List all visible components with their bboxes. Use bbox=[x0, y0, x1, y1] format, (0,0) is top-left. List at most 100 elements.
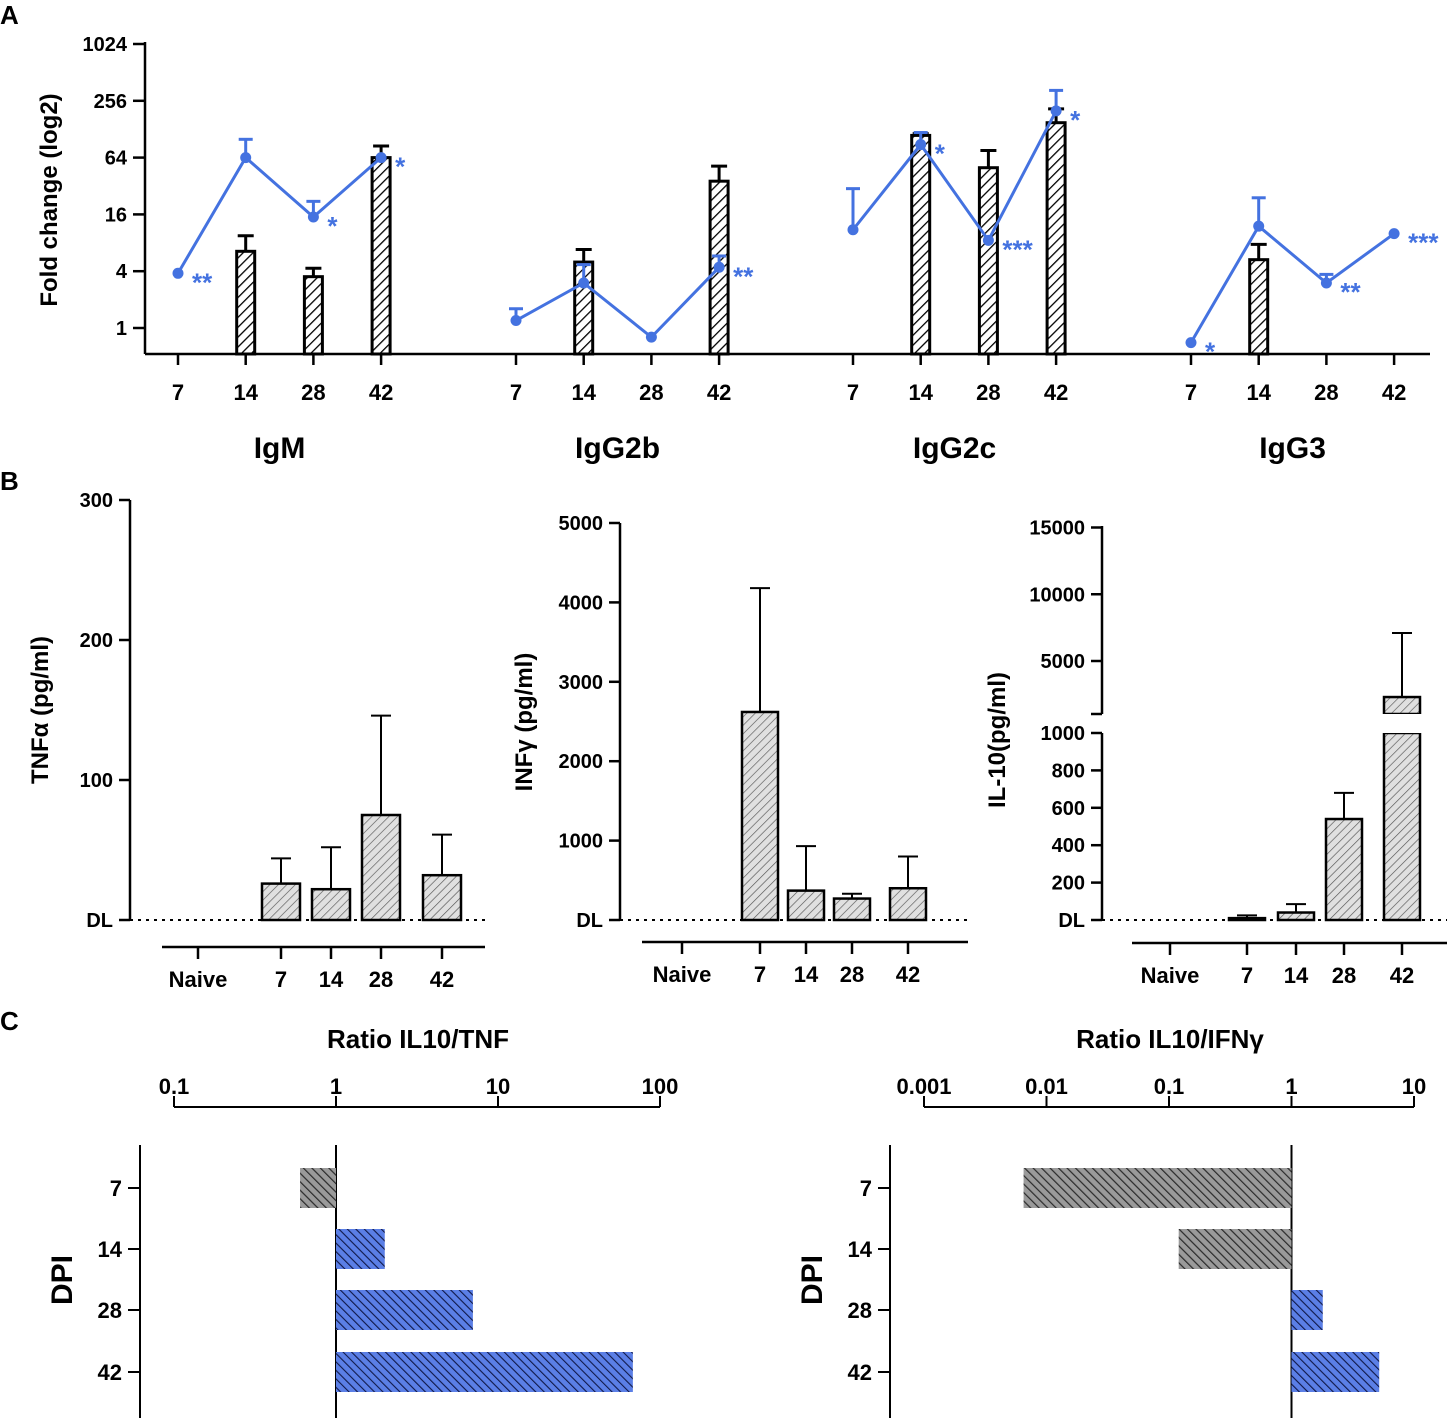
a-bar bbox=[910, 133, 932, 356]
b3-bar-lower bbox=[1382, 731, 1422, 922]
a-series-point bbox=[510, 315, 522, 327]
b-y-tick-label: 300 bbox=[80, 490, 113, 512]
a-significance-mark: * bbox=[395, 152, 406, 182]
a-x-tick-label: 7 bbox=[510, 380, 522, 405]
panel-c-ratio-il10-ifn: Ratio IL10/IFNγ 0.001 0.01 0.1 1 10 DPI 7 14 28 42 bbox=[796, 1024, 1426, 1418]
b-bar bbox=[740, 710, 780, 922]
b-x-tick-label: 28 bbox=[840, 962, 864, 987]
b3-y-tick-label: 10000 bbox=[1029, 584, 1085, 606]
b-bar bbox=[260, 882, 302, 922]
a-bar bbox=[235, 249, 257, 356]
a-x-tick-label: 7 bbox=[847, 380, 859, 405]
a-y-tick-label: 4 bbox=[116, 261, 128, 283]
b3-y-tick-label: 600 bbox=[1052, 798, 1085, 820]
c-x-tick-label: 0.001 bbox=[896, 1074, 951, 1099]
a-x-tick-label: 7 bbox=[1185, 380, 1197, 405]
b-y-tick-label: 4000 bbox=[559, 592, 604, 614]
c-y-tick-label: 42 bbox=[98, 1360, 122, 1385]
b-x-tick-label: 7 bbox=[275, 967, 287, 992]
b3-y-tick-label: 5000 bbox=[1041, 651, 1086, 673]
a-group-label-igg2c: IgG2c bbox=[913, 432, 996, 465]
b-x-tick-label: 28 bbox=[369, 967, 393, 992]
b-x-tick-label: 42 bbox=[430, 967, 454, 992]
b-bar bbox=[786, 889, 826, 922]
a-y-tick-label: 256 bbox=[94, 91, 127, 113]
a-series-point bbox=[847, 224, 859, 236]
c-x-tick-label: 100 bbox=[642, 1074, 679, 1099]
a-series-point bbox=[172, 267, 184, 279]
a-y-tick-label: 1 bbox=[116, 318, 127, 340]
a-x-tick-label: 7 bbox=[172, 380, 184, 405]
a-significance-mark: ** bbox=[192, 267, 213, 297]
panel-label-a: A bbox=[0, 0, 19, 30]
panel-b-il10-chart: 1000 800 600 400 200 DL 15000 10000 5000 IL-10(pg… bbox=[984, 518, 1447, 988]
c-x-tick-label: 0.1 bbox=[159, 1074, 190, 1099]
a-series-point bbox=[1050, 105, 1062, 117]
b-y-tick-label: DL bbox=[86, 910, 113, 932]
a-series-line-igg3 bbox=[1189, 223, 1395, 344]
b-bar bbox=[421, 873, 463, 922]
a-x-tick-label: 28 bbox=[639, 380, 663, 405]
c-bar bbox=[1023, 1168, 1292, 1208]
c-bar bbox=[1178, 1229, 1292, 1269]
b-y-tick-label: 200 bbox=[80, 630, 113, 652]
b-bar bbox=[888, 886, 928, 922]
b-bar bbox=[832, 897, 872, 922]
a-series-line-igg2c bbox=[851, 110, 1058, 244]
a-y-tick-label: 64 bbox=[105, 148, 128, 170]
a-y-tick-label: 1024 bbox=[83, 34, 128, 56]
c-x-tick-label: 0.1 bbox=[1154, 1074, 1185, 1099]
b-x-tick-label: Naive bbox=[653, 962, 712, 987]
a-y-axis-title: Fold change (log2) bbox=[36, 93, 63, 306]
b3-x-tick-label: 7 bbox=[1241, 963, 1253, 988]
a-x-tick-label: 42 bbox=[707, 380, 731, 405]
a-bar bbox=[370, 156, 392, 356]
a-x-tick-label: 42 bbox=[369, 380, 393, 405]
panel-label-c: C bbox=[0, 1006, 19, 1036]
a-bar bbox=[302, 275, 324, 356]
a-bar bbox=[1045, 121, 1067, 356]
b-y-tick-label: 2000 bbox=[559, 751, 604, 773]
a-x-tick-label: 28 bbox=[301, 380, 325, 405]
b3-bar bbox=[1324, 817, 1364, 922]
b3-x-tick-label: 14 bbox=[1284, 963, 1309, 988]
panel-b-ifn-chart: 5000 4000 3000 2000 1000 DL INFγ (pg/ml) Naive 7… bbox=[511, 513, 968, 987]
c-bar bbox=[1291, 1290, 1323, 1330]
a-significance-mark: ** bbox=[1340, 277, 1361, 307]
b-x-tick-label: Naive bbox=[169, 967, 228, 992]
c-bar bbox=[1291, 1352, 1380, 1392]
panel-label-b: B bbox=[0, 466, 19, 496]
c-y-tick-label: 42 bbox=[848, 1360, 872, 1385]
a-series-point bbox=[1185, 337, 1197, 349]
b3-y-tick-label: 15000 bbox=[1029, 518, 1085, 540]
b-y-tick-label: 5000 bbox=[559, 513, 604, 535]
b3-x-tick-label: Naive bbox=[1141, 963, 1200, 988]
a-x-tick-label: 28 bbox=[976, 380, 1000, 405]
b-bar bbox=[360, 813, 402, 922]
a-x-tick-label: 28 bbox=[1314, 380, 1338, 405]
b-bar bbox=[310, 887, 352, 922]
b-y-axis-title: INFγ (pg/ml) bbox=[511, 653, 538, 792]
b-y-tick-label: 1000 bbox=[559, 831, 604, 853]
a-series-line-igg2b bbox=[515, 266, 721, 340]
b3-bar bbox=[1227, 916, 1267, 922]
c-x-tick-label: 1 bbox=[1285, 1074, 1297, 1099]
b3-bar bbox=[1276, 911, 1316, 922]
a-series-point bbox=[713, 261, 725, 273]
a-group-label-igg2b: IgG2b bbox=[575, 432, 660, 465]
a-series-point bbox=[645, 331, 657, 343]
c-y-axis-title: DPI bbox=[46, 1255, 79, 1305]
b-y-tick-label: 3000 bbox=[559, 672, 604, 694]
c-title: Ratio IL10/TNF bbox=[327, 1024, 509, 1054]
a-bar bbox=[977, 166, 999, 356]
c-y-axis-title: DPI bbox=[796, 1255, 829, 1305]
a-series-point bbox=[915, 139, 927, 151]
a-series-point bbox=[1388, 228, 1400, 240]
c-bar bbox=[300, 1168, 336, 1208]
b3-y-tick-label: DL bbox=[1058, 910, 1085, 932]
c-y-tick-label: 14 bbox=[98, 1237, 123, 1262]
a-bar bbox=[1248, 258, 1270, 356]
a-x-tick-label: 14 bbox=[908, 380, 933, 405]
